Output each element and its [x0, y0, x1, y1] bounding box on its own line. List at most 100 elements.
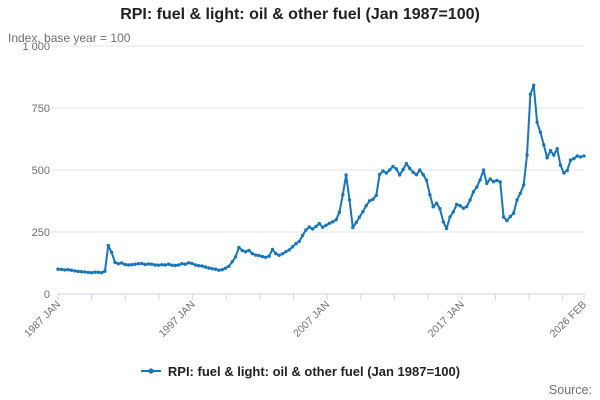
series-marker: [455, 202, 459, 207]
series-marker: [297, 239, 301, 244]
series-marker: [485, 181, 489, 186]
series-marker: [542, 143, 546, 147]
x-tick-label: 1997 JAN: [157, 299, 198, 340]
y-tick-label: 1 000: [22, 41, 50, 53]
series-marker: [421, 173, 425, 177]
series-marker: [347, 198, 352, 202]
series-marker: [438, 207, 442, 211]
series-marker: [250, 251, 254, 256]
series-marker: [140, 261, 144, 266]
series-marker: [558, 163, 563, 167]
series-marker: [428, 193, 432, 197]
series-marker: [264, 255, 268, 259]
series-marker: [146, 262, 151, 266]
series-marker: [109, 250, 114, 254]
chart-plot-area: 0 250 500 750 1 000 1987 JAN 1997 JAN 2007 JAN 2…: [22, 41, 590, 341]
series-marker: [143, 262, 147, 267]
series-marker: [528, 92, 533, 97]
series-marker: [96, 270, 100, 274]
series-marker: [468, 198, 472, 202]
series-marker: [404, 161, 409, 166]
series-marker: [357, 215, 362, 219]
series-marker: [565, 168, 569, 173]
series-marker: [481, 168, 486, 172]
series-marker: [491, 180, 496, 184]
series-marker: [327, 221, 332, 225]
series-marker: [424, 178, 429, 182]
series-marker: [217, 268, 221, 272]
series-marker: [99, 271, 104, 275]
y-tick-label: 0: [44, 289, 50, 301]
series-line[interactable]: [57, 84, 585, 274]
series-marker: [367, 199, 372, 203]
series-marker: [247, 248, 251, 253]
series-marker: [73, 269, 77, 273]
chart-legend: RPI: fuel & light: oil & other fuel (Jan…: [0, 362, 600, 380]
series-marker: [103, 269, 107, 273]
series-marker: [411, 170, 415, 174]
series-marker: [267, 254, 271, 258]
series-marker: [59, 267, 64, 272]
series-marker: [522, 183, 526, 187]
x-tick-label: 2017 JAN: [426, 299, 467, 340]
series-marker: [203, 265, 208, 269]
series-marker: [307, 225, 311, 229]
y-tick-label: 250: [32, 227, 50, 239]
series-marker: [401, 167, 405, 172]
series-marker: [568, 158, 573, 162]
series-marker: [545, 156, 549, 160]
series-marker: [431, 205, 435, 209]
series-marker: [113, 260, 117, 265]
series-marker: [213, 267, 218, 271]
series-marker: [582, 154, 586, 158]
series-marker: [190, 261, 194, 266]
series-marker: [361, 210, 365, 214]
series-marker: [136, 262, 141, 266]
series-marker: [62, 268, 67, 272]
chart-title: RPI: fuel & light: oil & other fuel (Jan…: [120, 6, 480, 23]
series-marker: [552, 153, 556, 157]
series-marker: [388, 168, 392, 172]
series-marker: [518, 191, 522, 195]
series-marker: [66, 268, 70, 272]
series-marker: [548, 149, 553, 153]
x-tick-label: 2026 FEB: [548, 299, 590, 341]
series-marker: [220, 268, 224, 272]
series-marker: [572, 156, 576, 161]
series-marker: [287, 248, 291, 252]
series-marker: [384, 171, 388, 175]
series-marker: [511, 211, 516, 215]
series-marker: [254, 253, 258, 257]
series-marker: [334, 218, 338, 222]
series-marker: [398, 173, 402, 177]
series-marker: [351, 225, 355, 230]
series-marker: [498, 180, 502, 184]
series-marker: [451, 210, 455, 214]
series-marker: [197, 264, 201, 268]
series-marker: [183, 262, 187, 266]
series-marker: [237, 245, 241, 250]
series-marker: [284, 250, 288, 254]
series-marker: [344, 173, 348, 177]
y-tick-label: 500: [32, 165, 50, 177]
series-marker: [156, 263, 161, 267]
series-marker: [448, 215, 452, 219]
series-marker: [525, 153, 529, 157]
series-marker: [458, 204, 462, 208]
series-marker: [434, 201, 439, 205]
series-marker: [488, 177, 492, 181]
series-marker: [223, 266, 228, 270]
series-marker: [274, 251, 278, 256]
series-marker: [538, 130, 543, 134]
x-tick-label: 2007 JAN: [291, 299, 332, 340]
series-marker: [374, 193, 378, 197]
legend-item[interactable]: RPI: fuel & light: oil & other fuel (Jan…: [140, 364, 460, 379]
series-marker: [230, 260, 234, 264]
series-marker: [173, 263, 177, 268]
series-marker: [153, 263, 157, 267]
series-marker: [461, 206, 466, 210]
series-marker: [441, 220, 445, 224]
series-marker: [193, 263, 198, 267]
series-marker: [555, 147, 559, 151]
series-marker: [233, 255, 238, 259]
